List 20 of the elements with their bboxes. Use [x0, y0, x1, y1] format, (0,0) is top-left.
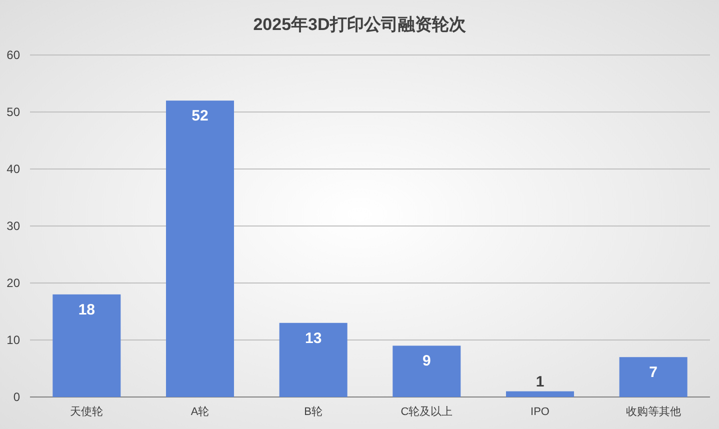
- x-tick-label: B轮: [304, 406, 323, 418]
- y-tick-label: 60: [6, 48, 20, 62]
- data-label: 1: [536, 373, 544, 390]
- data-label: 7: [649, 364, 658, 382]
- chart-title: 2025年3D打印公司融资轮次: [253, 15, 467, 34]
- data-label: 52: [192, 108, 208, 125]
- y-tick-label: 20: [6, 276, 20, 290]
- x-tick-label: A轮: [190, 406, 210, 418]
- data-label: 18: [78, 301, 96, 318]
- x-tick-label: 天使轮: [70, 406, 104, 418]
- y-tick-label: 50: [6, 105, 20, 119]
- data-label: 9: [422, 352, 431, 370]
- y-tick-label: 0: [13, 390, 20, 404]
- y-tick-label: 30: [6, 219, 20, 233]
- y-tick-label: 10: [6, 333, 20, 347]
- x-tick-label: 收购等其他: [626, 405, 681, 418]
- x-tick-label: IPO: [530, 406, 550, 418]
- data-label: 13: [304, 330, 322, 347]
- x-tick-label: C轮及以上: [400, 405, 453, 418]
- y-tick-label: 40: [6, 162, 20, 176]
